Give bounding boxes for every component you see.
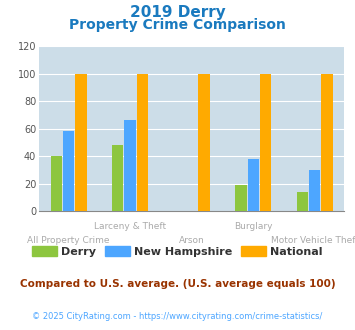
Bar (309, 170, 321, 211)
Bar (235, 185, 247, 211)
Text: Arson: Arson (179, 236, 204, 245)
Text: 2019 Derry: 2019 Derry (130, 5, 225, 20)
Bar (260, 74, 271, 211)
Bar (75, 74, 87, 211)
Text: All Property Crime: All Property Crime (27, 236, 110, 245)
Text: Property Crime Comparison: Property Crime Comparison (69, 18, 286, 32)
Bar (125, 120, 136, 211)
Bar (247, 159, 259, 211)
Text: Burglary: Burglary (234, 222, 273, 231)
Bar (112, 145, 124, 211)
Text: Compared to U.S. average. (U.S. average equals 100): Compared to U.S. average. (U.S. average … (20, 279, 335, 289)
Text: Motor Vehicle Theft: Motor Vehicle Theft (271, 236, 355, 245)
Bar (297, 192, 308, 211)
Bar (321, 74, 333, 211)
Bar (51, 156, 62, 211)
Bar (137, 74, 148, 211)
Text: © 2025 CityRating.com - https://www.cityrating.com/crime-statistics/: © 2025 CityRating.com - https://www.city… (32, 312, 323, 321)
Bar (198, 74, 210, 211)
Bar (63, 131, 74, 211)
Text: Larceny & Theft: Larceny & Theft (94, 222, 166, 231)
Legend: Derry, New Hampshire, National: Derry, New Hampshire, National (28, 242, 327, 261)
